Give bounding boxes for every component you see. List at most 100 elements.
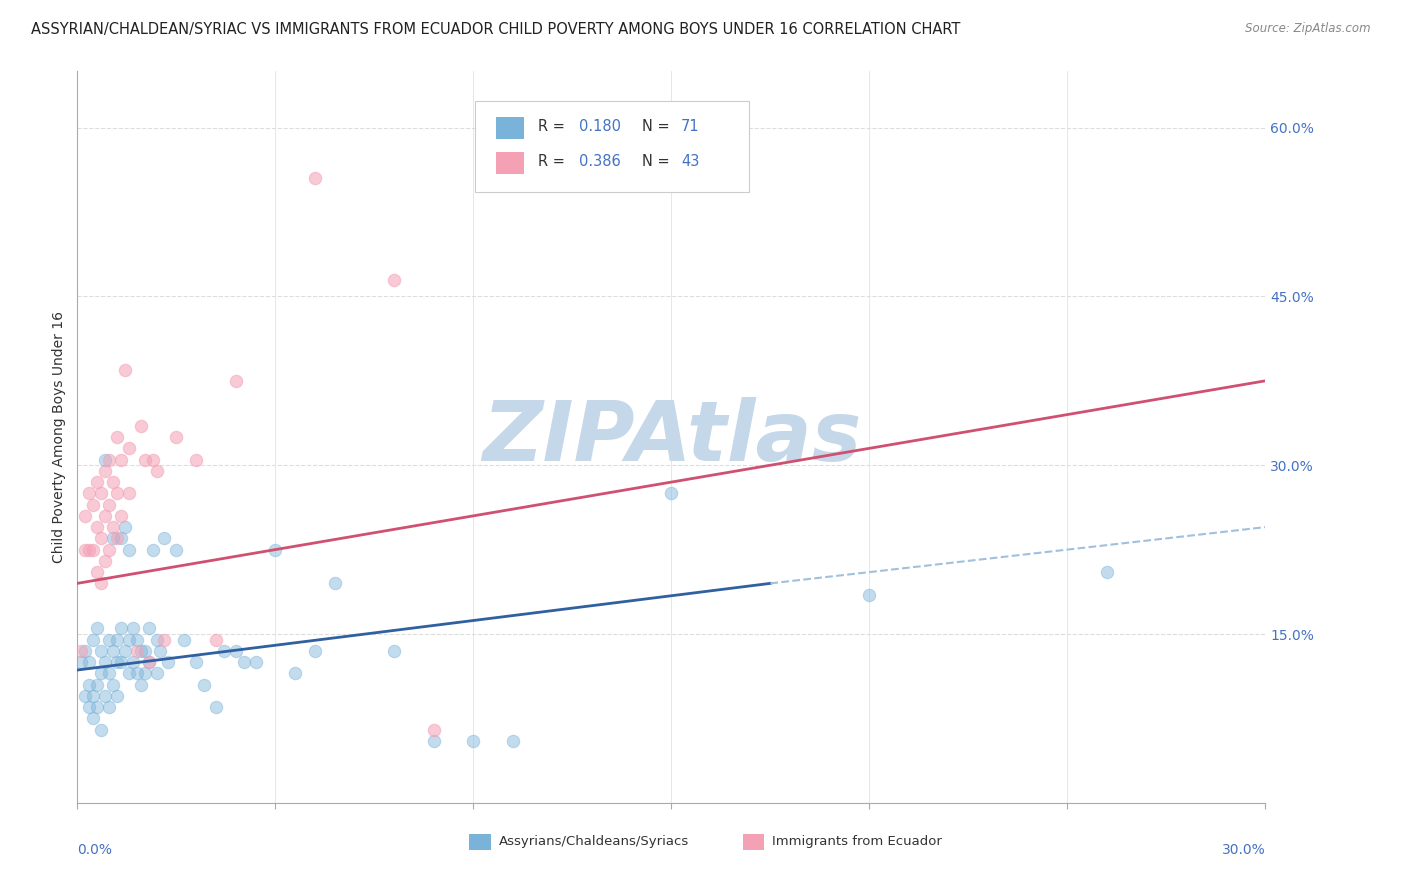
FancyBboxPatch shape bbox=[742, 834, 763, 850]
Point bbox=[98, 542, 121, 557]
Point bbox=[77, 486, 100, 500]
Point bbox=[186, 655, 208, 669]
Point bbox=[101, 644, 124, 658]
Point bbox=[105, 689, 128, 703]
Point bbox=[110, 532, 132, 546]
Point bbox=[82, 632, 104, 647]
Point bbox=[105, 532, 128, 546]
Point bbox=[205, 632, 228, 647]
Point bbox=[264, 542, 287, 557]
Point bbox=[90, 644, 112, 658]
Point bbox=[173, 632, 195, 647]
Point bbox=[129, 678, 152, 692]
Point bbox=[82, 711, 104, 725]
Point bbox=[75, 508, 97, 523]
Point bbox=[149, 644, 172, 658]
Point bbox=[145, 666, 167, 681]
Point bbox=[323, 576, 346, 591]
Point bbox=[75, 644, 97, 658]
Point bbox=[82, 498, 104, 512]
Point bbox=[138, 655, 160, 669]
Point bbox=[157, 655, 180, 669]
Point bbox=[90, 723, 112, 737]
Text: N =: N = bbox=[641, 119, 673, 134]
Point bbox=[138, 655, 160, 669]
Point bbox=[125, 644, 148, 658]
Point bbox=[121, 621, 143, 635]
Point bbox=[77, 678, 100, 692]
Point bbox=[193, 678, 215, 692]
FancyBboxPatch shape bbox=[495, 118, 524, 139]
Point bbox=[232, 655, 254, 669]
Point bbox=[114, 362, 136, 376]
Point bbox=[138, 621, 160, 635]
Text: R =: R = bbox=[538, 119, 569, 134]
Text: 0.386: 0.386 bbox=[579, 153, 620, 169]
Point bbox=[245, 655, 267, 669]
Point bbox=[94, 508, 117, 523]
Point bbox=[153, 632, 176, 647]
FancyBboxPatch shape bbox=[495, 152, 524, 174]
Point bbox=[134, 452, 156, 467]
Point bbox=[225, 374, 247, 388]
Point bbox=[423, 723, 446, 737]
Point bbox=[118, 632, 141, 647]
Text: 30.0%: 30.0% bbox=[1222, 843, 1265, 857]
Point bbox=[858, 588, 880, 602]
Point bbox=[145, 464, 167, 478]
Point bbox=[125, 632, 148, 647]
Point bbox=[1095, 565, 1118, 579]
Point bbox=[134, 644, 156, 658]
Point bbox=[463, 734, 485, 748]
Point bbox=[118, 542, 141, 557]
Point bbox=[86, 621, 108, 635]
FancyBboxPatch shape bbox=[470, 834, 491, 850]
Point bbox=[129, 418, 152, 433]
Text: R =: R = bbox=[538, 153, 569, 169]
Point bbox=[101, 678, 124, 692]
Point bbox=[86, 700, 108, 714]
Point bbox=[86, 475, 108, 489]
Point bbox=[98, 498, 121, 512]
Point bbox=[98, 700, 121, 714]
Point bbox=[101, 532, 124, 546]
Point bbox=[165, 542, 187, 557]
Text: 71: 71 bbox=[681, 119, 700, 134]
Point bbox=[110, 655, 132, 669]
Point bbox=[118, 666, 141, 681]
Point bbox=[205, 700, 228, 714]
Point bbox=[101, 475, 124, 489]
Point bbox=[94, 689, 117, 703]
Point bbox=[105, 655, 128, 669]
Point bbox=[423, 734, 446, 748]
Text: Assyrians/Chaldeans/Syriacs: Assyrians/Chaldeans/Syriacs bbox=[499, 835, 689, 848]
Point bbox=[86, 520, 108, 534]
Point bbox=[125, 666, 148, 681]
Y-axis label: Child Poverty Among Boys Under 16: Child Poverty Among Boys Under 16 bbox=[52, 311, 66, 563]
Point bbox=[86, 565, 108, 579]
Point bbox=[145, 632, 167, 647]
Point bbox=[75, 542, 97, 557]
Point bbox=[110, 621, 132, 635]
Point bbox=[105, 430, 128, 444]
Text: ASSYRIAN/CHALDEAN/SYRIAC VS IMMIGRANTS FROM ECUADOR CHILD POVERTY AMONG BOYS UND: ASSYRIAN/CHALDEAN/SYRIAC VS IMMIGRANTS F… bbox=[31, 22, 960, 37]
Point bbox=[114, 644, 136, 658]
Point bbox=[70, 644, 93, 658]
Point bbox=[86, 678, 108, 692]
Point bbox=[382, 644, 405, 658]
Text: 43: 43 bbox=[681, 153, 699, 169]
Point bbox=[77, 655, 100, 669]
Point bbox=[105, 486, 128, 500]
Point bbox=[129, 644, 152, 658]
Point bbox=[153, 532, 176, 546]
Point bbox=[77, 542, 100, 557]
Text: 0.180: 0.180 bbox=[579, 119, 620, 134]
Point bbox=[186, 452, 208, 467]
Point bbox=[121, 655, 143, 669]
Point bbox=[101, 520, 124, 534]
Point bbox=[94, 655, 117, 669]
Point bbox=[105, 632, 128, 647]
Point bbox=[70, 655, 93, 669]
Point bbox=[142, 452, 165, 467]
Point bbox=[304, 644, 326, 658]
